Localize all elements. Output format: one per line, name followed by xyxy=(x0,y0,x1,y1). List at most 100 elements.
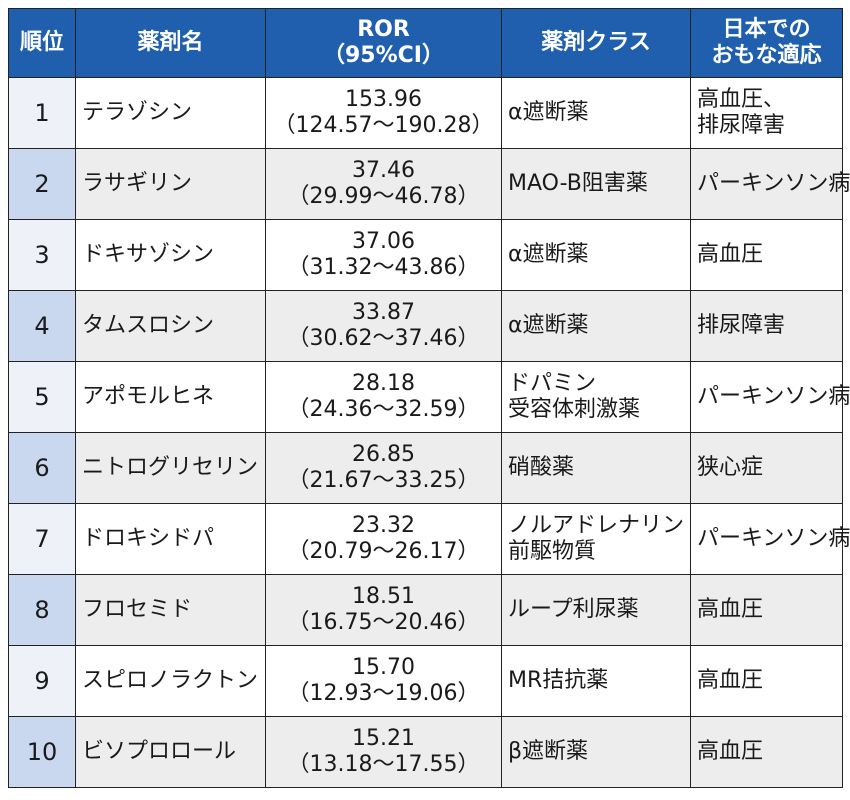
drug-class-line: β遮断薬 xyxy=(508,739,589,764)
ror-cell: 33.87 （30.62～37.46） xyxy=(265,290,502,362)
indication-cell: 排尿障害 xyxy=(690,290,843,362)
rank-cell: 9 xyxy=(8,645,76,717)
indication-line: 高血圧 xyxy=(697,739,764,764)
drug-name-cell: タムスロシン xyxy=(75,290,266,362)
drug-name-cell: ドキサゾシン xyxy=(75,219,266,291)
header-indication: 日本での おもな適応 xyxy=(690,8,843,78)
drug-class-line: ノルアドレナリン xyxy=(508,513,685,538)
rank-cell: 2 xyxy=(8,148,76,220)
drug-class-line: α遮断薬 xyxy=(508,100,589,125)
ror-ci: （12.93～19.06） xyxy=(287,681,480,706)
indication-line: パーキンソン病 xyxy=(697,171,850,196)
header-drug-name: 薬剤名 xyxy=(75,8,266,78)
ror-ci: （29.99～46.78） xyxy=(287,184,480,209)
drug-name-cell: テラゾシン xyxy=(75,77,266,149)
rank-cell: 5 xyxy=(8,361,76,433)
drug-class-line: ループ利尿薬 xyxy=(508,597,639,622)
drug-class-cell: α遮断薬 xyxy=(501,290,691,362)
drug-class-cell: MAO-B阻害薬 xyxy=(501,148,691,220)
drug-class-cell: α遮断薬 xyxy=(501,77,691,149)
ror-cell: 37.46 （29.99～46.78） xyxy=(265,148,502,220)
table-row: 1 テラゾシン 153.96 （124.57～190.28） α遮断薬 高血圧、 排尿障害 xyxy=(8,77,843,149)
ror-cell: 15.21 （13.18～17.55） xyxy=(265,716,502,788)
rank-cell: 10 xyxy=(8,716,76,788)
table-body: 1 テラゾシン 153.96 （124.57～190.28） α遮断薬 高血圧、 排尿障害 2… xyxy=(8,77,850,788)
indication-line: パーキンソン病 xyxy=(697,526,850,551)
table-row: 3 ドキサゾシン 37.06 （31.32～43.86） α遮断薬 高血圧 xyxy=(8,219,843,291)
indication-line: 高血圧 xyxy=(697,242,764,267)
indication-line: 狭心症 xyxy=(697,455,764,480)
rank-cell: 3 xyxy=(8,219,76,291)
ror-cell: 18.51 （16.75～20.46） xyxy=(265,574,502,646)
ror-cell: 28.18 （24.36～32.59） xyxy=(265,361,502,433)
rank-cell: 6 xyxy=(8,432,76,504)
ror-value: 153.96 xyxy=(345,87,422,112)
indication-line: 排尿障害 xyxy=(697,113,786,138)
drug-name-cell: ビソプロロール xyxy=(75,716,266,788)
drug-name-cell: アポモルヒネ xyxy=(75,361,266,433)
rank-cell: 1 xyxy=(8,77,76,149)
indication-cell: 高血圧 xyxy=(690,645,843,717)
drug-name-cell: ラサギリン xyxy=(75,148,266,220)
drug-name-cell: ドロキシドパ xyxy=(75,503,266,575)
drug-class-line: α遮断薬 xyxy=(508,313,589,338)
table-row: 2 ラサギリン 37.46 （29.99～46.78） MAO-B阻害薬 パーキンソン病 xyxy=(8,148,850,220)
table-row: 4 タムスロシン 33.87 （30.62～37.46） α遮断薬 排尿障害 xyxy=(8,290,843,362)
header-rank: 順位 xyxy=(8,8,76,78)
table-row: 5 アポモルヒネ 28.18 （24.36～32.59） ドパミン 受容体刺激薬 パーキンソ… xyxy=(8,361,850,433)
drug-class-cell: 硝酸薬 xyxy=(501,432,691,504)
ror-value: 15.70 xyxy=(352,655,415,680)
drug-class-cell: ドパミン 受容体刺激薬 xyxy=(501,361,691,433)
ror-ci: （30.62～37.46） xyxy=(287,326,480,351)
table-row: 6 ニトログリセリン 26.85 （21.67～33.25） 硝酸薬 狭心症 xyxy=(8,432,843,504)
ror-cell: 23.32 （20.79～26.17） xyxy=(265,503,502,575)
indication-line: 高血圧、 xyxy=(697,87,786,112)
header-indication-line2: おもな適応 xyxy=(711,43,822,68)
indication-cell: 高血圧 xyxy=(690,716,843,788)
ror-ci: （20.79～26.17） xyxy=(287,539,480,564)
drug-class-cell: α遮断薬 xyxy=(501,219,691,291)
ror-value: 37.06 xyxy=(352,229,415,254)
drug-class-line: 前駆物質 xyxy=(508,539,597,564)
drug-ranking-table: 順位 薬剤名 ROR （95%CI） 薬剤クラス 日本での おもな適応 1 テラゾ… xyxy=(8,8,850,788)
rank-cell: 7 xyxy=(8,503,76,575)
ror-cell: 15.70 （12.93～19.06） xyxy=(265,645,502,717)
ror-cell: 153.96 （124.57～190.28） xyxy=(265,77,502,149)
table-row: 9 スピロノラクトン 15.70 （12.93～19.06） MR拮抗薬 高血圧 xyxy=(8,645,843,717)
drug-class-line: 硝酸薬 xyxy=(508,455,575,480)
drug-class-line: α遮断薬 xyxy=(508,242,589,267)
indication-line: パーキンソン病 xyxy=(697,384,850,409)
ror-ci: （13.18～17.55） xyxy=(287,752,480,777)
indication-cell: 高血圧 xyxy=(690,219,843,291)
rank-cell: 4 xyxy=(8,290,76,362)
table-row: 7 ドロキシドパ 23.32 （20.79～26.17） ノルアドレナリン 前駆物質 パーキ… xyxy=(8,503,850,575)
ror-ci: （124.57～190.28） xyxy=(273,113,494,138)
drug-ranking-table-container: 順位 薬剤名 ROR （95%CI） 薬剤クラス 日本での おもな適応 1 テラゾ… xyxy=(8,8,850,788)
drug-name-cell: フロセミド xyxy=(75,574,266,646)
header-ror-ci-label: （95%CI） xyxy=(323,43,444,68)
header-drug-class: 薬剤クラス xyxy=(501,8,691,78)
ror-value: 33.87 xyxy=(352,300,415,325)
indication-line: 排尿障害 xyxy=(697,313,786,338)
drug-class-cell: ループ利尿薬 xyxy=(501,574,691,646)
header-indication-line1: 日本での xyxy=(722,17,811,42)
drug-name-cell: ニトログリセリン xyxy=(75,432,266,504)
drug-class-cell: ノルアドレナリン 前駆物質 xyxy=(501,503,691,575)
drug-class-line: MR拮抗薬 xyxy=(508,668,609,693)
drug-class-cell: β遮断薬 xyxy=(501,716,691,788)
ror-value: 28.18 xyxy=(352,371,415,396)
indication-cell: パーキンソン病 xyxy=(690,361,850,433)
ror-value: 37.46 xyxy=(352,158,415,183)
indication-line: 高血圧 xyxy=(697,597,764,622)
rank-cell: 8 xyxy=(8,574,76,646)
ror-value: 23.32 xyxy=(352,513,415,538)
drug-name-cell: スピロノラクトン xyxy=(75,645,266,717)
indication-cell: 狭心症 xyxy=(690,432,843,504)
header-ror: ROR （95%CI） xyxy=(265,8,502,78)
ror-value: 26.85 xyxy=(352,442,415,467)
drug-class-cell: MR拮抗薬 xyxy=(501,645,691,717)
table-header-row: 順位 薬剤名 ROR （95%CI） 薬剤クラス 日本での おもな適応 xyxy=(8,8,843,78)
ror-ci: （16.75～20.46） xyxy=(287,610,480,635)
ror-value: 18.51 xyxy=(352,584,415,609)
indication-cell: 高血圧、 排尿障害 xyxy=(690,77,843,149)
